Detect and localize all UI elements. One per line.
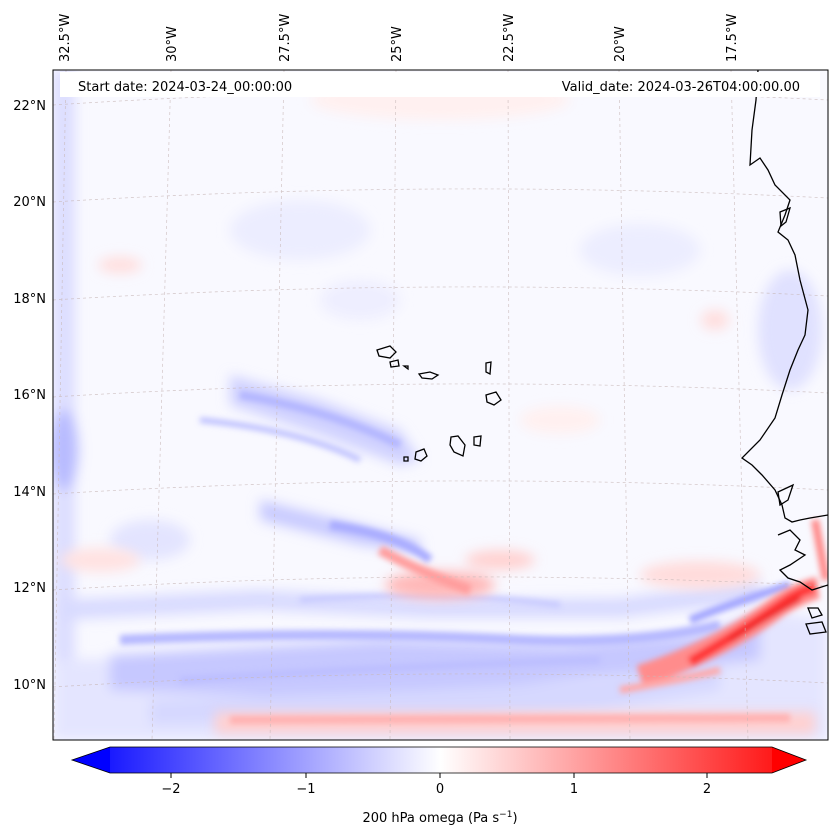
colorbar-tick-label: 2 — [703, 782, 711, 797]
colorbar-label-close: ) — [512, 811, 517, 826]
lon-label: 30°W — [165, 26, 180, 62]
colorbar: −2 −1 0 1 2 200 hPa omega (Pa s−1) — [70, 746, 808, 826]
colorbar-min-extend — [72, 747, 110, 773]
colorbar-tick-label: 1 — [570, 782, 578, 797]
gridlines — [53, 70, 828, 740]
lon-label: 20°W — [613, 26, 628, 62]
lon-label: 32.5°W — [58, 14, 73, 62]
lat-label: 20°N — [13, 195, 46, 210]
lat-label: 22°N — [13, 99, 46, 114]
lon-label: 27.5°W — [278, 14, 293, 62]
island-santiago — [449, 435, 466, 457]
colorbar-tick-label: −2 — [161, 782, 180, 797]
colorbar-label: 200 hPa omega (Pa s−1) — [362, 810, 517, 826]
colorbar-outline — [70, 746, 808, 774]
date-banner — [60, 72, 820, 97]
lat-label: 18°N — [13, 292, 46, 307]
longitude-labels: 32.5°W 30°W 27.5°W 25°W 22.5°W 20°W 17.5… — [58, 14, 740, 62]
colorbar-max-extend — [772, 747, 806, 773]
island-maio — [473, 435, 482, 447]
colorbar-label-main: 200 hPa omega (Pa s — [362, 811, 499, 826]
start-date-label: Start date: 2024-03-24_00:00:00 — [78, 80, 292, 95]
lat-label: 14°N — [13, 485, 46, 500]
colorbar-ticks — [170, 773, 708, 778]
island-boa-vista — [485, 391, 502, 406]
lon-label: 25°W — [390, 26, 405, 62]
map-frame — [52, 69, 829, 741]
omega-field — [53, 70, 828, 740]
island-sal — [485, 361, 492, 376]
cape-verde-islands — [376, 345, 502, 462]
lat-label: 12°N — [13, 581, 46, 596]
latitude-labels: 22°N 20°N 18°N 16°N 14°N 12°N 10°N — [13, 99, 46, 693]
island-fogo — [414, 448, 428, 462]
lon-label: 17.5°W — [725, 14, 740, 62]
africa-coastline — [740, 70, 828, 523]
valid-date-label: Valid_date: 2024-03-26T04:00:00.00 — [562, 80, 800, 95]
lon-label: 22.5°W — [502, 14, 517, 62]
blue-streaks — [119, 391, 792, 684]
coastline — [740, 70, 828, 635]
map-panel: Start date: 2024-03-24_00:00:00 Valid_da… — [52, 69, 829, 741]
island-brava — [403, 456, 409, 462]
colorbar-tick-label: −1 — [296, 782, 315, 797]
lat-label: 16°N — [13, 388, 46, 403]
island-sao-nicolau — [417, 371, 440, 380]
lat-label: 10°N — [13, 678, 46, 693]
colorbar-gradient — [110, 747, 772, 773]
island-sao-vicente — [389, 359, 400, 368]
colorbar-tick-label: 0 — [436, 782, 444, 797]
island-santo-antao — [376, 345, 397, 359]
island-santa-luzia — [402, 365, 409, 371]
colorbar-label-exponent: −1 — [499, 810, 512, 820]
